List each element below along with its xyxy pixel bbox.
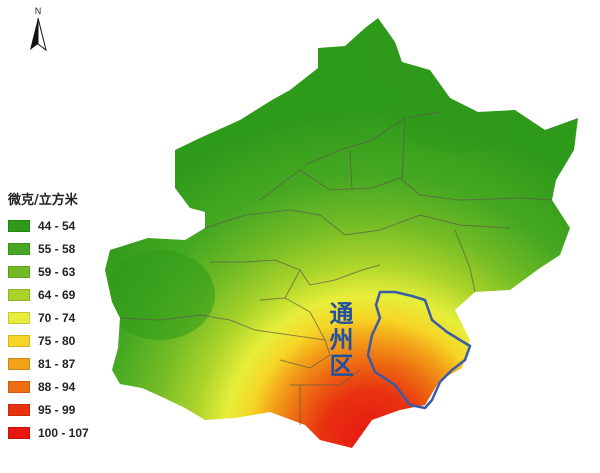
legend-swatch	[8, 426, 30, 439]
legend-label: 88 - 94	[38, 379, 76, 394]
legend-item: 59 - 63	[8, 260, 128, 283]
legend-swatch	[8, 288, 30, 301]
legend-item: 44 - 54	[8, 214, 128, 237]
legend-swatch	[8, 219, 30, 232]
highlight-district-outline	[366, 290, 472, 410]
legend-label: 100 - 107	[38, 425, 89, 440]
legend-item: 81 - 87	[8, 352, 128, 375]
district-label: 通州区	[325, 301, 353, 379]
legend-swatch	[8, 242, 30, 255]
legend-label: 64 - 69	[38, 287, 76, 302]
legend-item: 100 - 107	[8, 421, 128, 444]
legend-swatch	[8, 357, 30, 370]
legend-label: 81 - 87	[38, 356, 76, 371]
legend-label: 44 - 54	[38, 218, 76, 233]
legend-item: 55 - 58	[8, 237, 128, 260]
legend-item: 70 - 74	[8, 306, 128, 329]
legend-swatch	[8, 403, 30, 416]
north-letter: N	[34, 6, 42, 16]
legend-item: 75 - 80	[8, 329, 128, 352]
legend-swatch	[8, 334, 30, 347]
legend-label: 70 - 74	[38, 310, 76, 325]
legend-label: 55 - 58	[38, 241, 76, 256]
legend-item: 64 - 69	[8, 283, 128, 306]
legend-swatch	[8, 380, 30, 393]
legend-item: 95 - 99	[8, 398, 128, 421]
legend-swatch	[8, 311, 30, 324]
legend-label: 95 - 99	[38, 402, 76, 417]
north-arrow: N	[24, 6, 52, 54]
legend-label: 75 - 80	[38, 333, 76, 348]
north-arrow-icon	[30, 17, 47, 52]
district-boundaries	[119, 111, 553, 425]
legend-swatch	[8, 265, 30, 278]
legend-label: 59 - 63	[38, 264, 76, 279]
legend-items: 44 - 54 55 - 58 59 - 63 64 - 69 70 - 74 75 - …	[8, 214, 128, 444]
legend-item: 88 - 94	[8, 375, 128, 398]
legend-title: 微克/立方米	[8, 193, 78, 208]
map-legend: 微克/立方米 44 - 54 55 - 58 59 - 63 64 - 69 70 - …	[8, 189, 128, 444]
